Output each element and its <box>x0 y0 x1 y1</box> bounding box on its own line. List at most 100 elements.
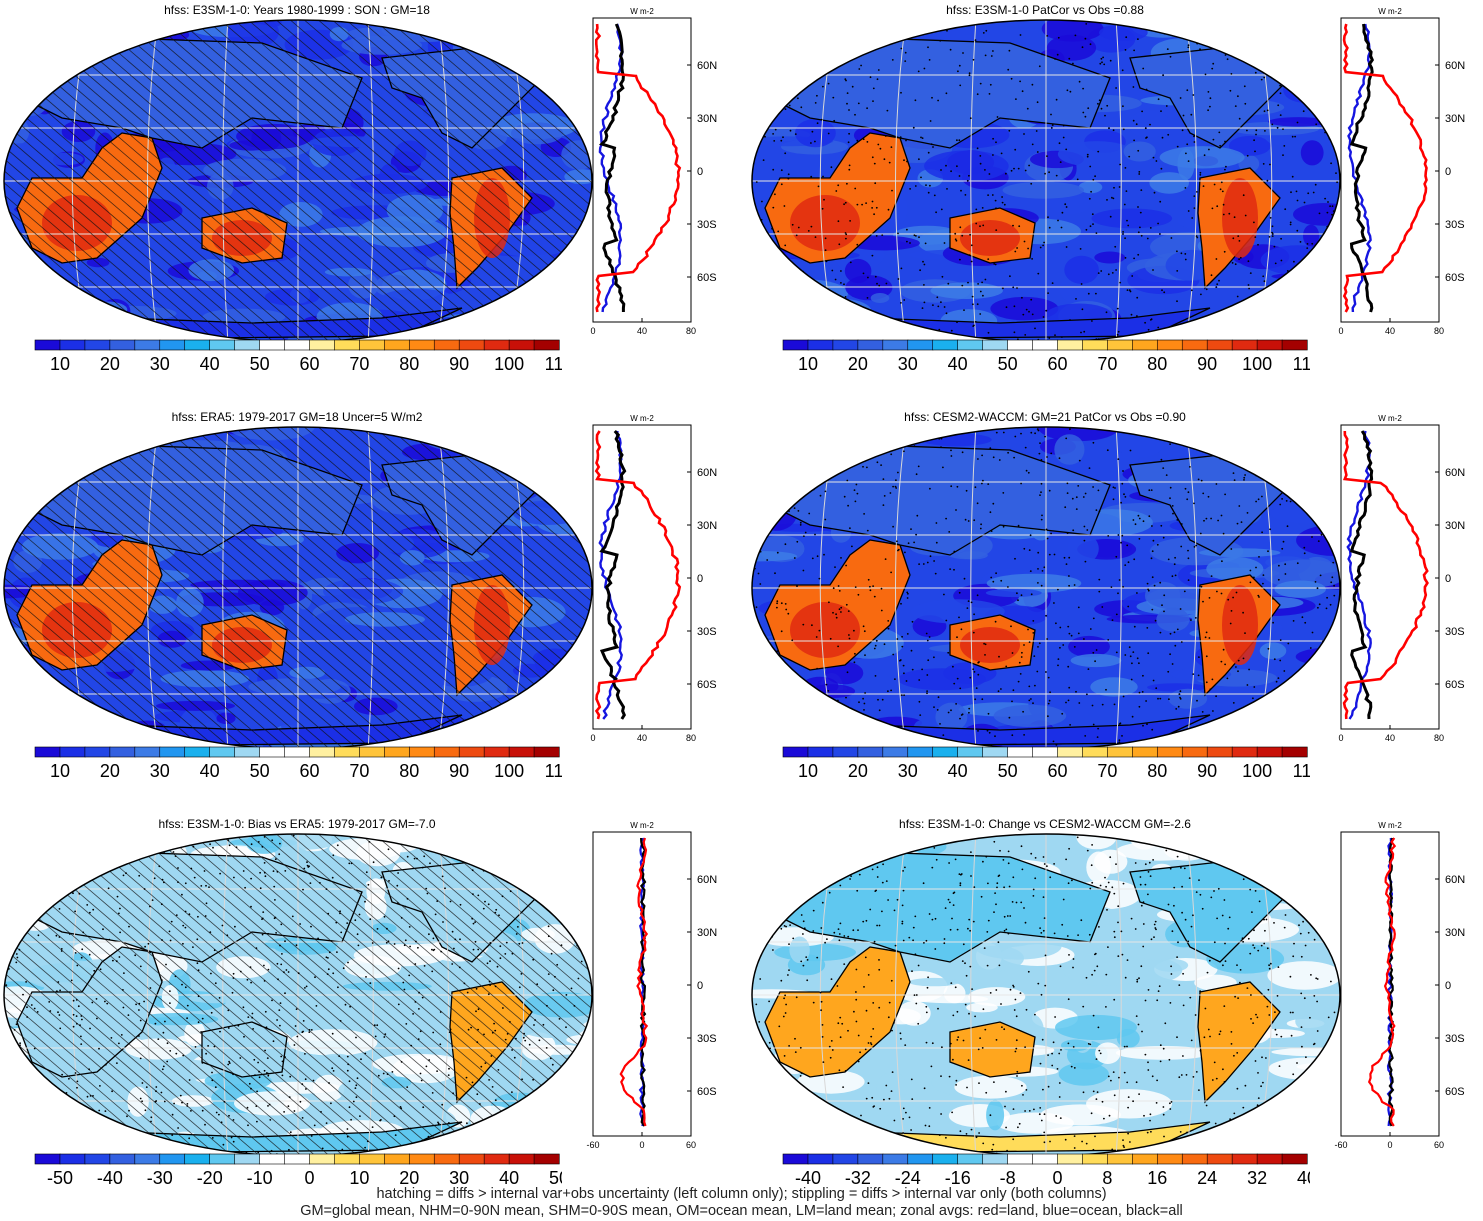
stipple-dot <box>350 862 353 865</box>
stipple-dot <box>440 1140 443 1143</box>
stipple-dot <box>876 282 878 285</box>
stipple-dot <box>1236 295 1239 298</box>
stipple-dot <box>555 1116 558 1119</box>
stipple-dot <box>1117 955 1120 957</box>
stipple-dot <box>1301 333 1304 335</box>
stipple-dot <box>498 1136 500 1139</box>
stipple-dot <box>979 82 982 85</box>
stipple-dot <box>802 623 805 626</box>
stipple-dot <box>992 154 994 156</box>
stipple-dot <box>92 1095 94 1097</box>
field-patch <box>827 1127 879 1155</box>
hatch-line <box>301 834 592 1156</box>
stipple-dot <box>1021 1084 1023 1087</box>
stipple-dot <box>1266 710 1269 713</box>
field-patch <box>1271 1047 1340 1057</box>
stipple-dot <box>816 122 819 125</box>
field-patch <box>752 20 811 38</box>
map-era5 <box>3 426 593 750</box>
stipple-dot <box>78 838 81 841</box>
stipple-dot <box>900 47 903 50</box>
stipple-dot <box>339 910 341 913</box>
stipple-dot <box>1078 80 1081 83</box>
stipple-dot <box>1187 940 1190 943</box>
hotspot <box>790 602 860 658</box>
stipple-dot <box>885 282 888 285</box>
stipple-dot <box>158 865 161 868</box>
zonal-unit: W m-2 <box>630 821 654 830</box>
stipple-dot <box>1171 663 1174 665</box>
stipple-dot <box>1083 638 1085 640</box>
stipple-dot <box>1091 213 1094 216</box>
stipple-dot <box>757 33 760 36</box>
stipple-dot <box>306 864 309 867</box>
stipple-dot <box>1028 549 1031 551</box>
stipple-dot <box>1263 26 1265 29</box>
stipple-dot <box>847 935 850 938</box>
stipple-dot <box>872 1002 875 1004</box>
stipple-dot <box>971 988 973 990</box>
hatch-line <box>4 427 263 749</box>
stipple-dot <box>106 1002 109 1005</box>
stipple-dot <box>1079 248 1082 250</box>
stipple-dot <box>897 278 900 280</box>
stipple-dot <box>755 181 758 183</box>
stipple-dot <box>104 1063 107 1066</box>
stipple-dot <box>784 108 787 110</box>
stipple-dot <box>1187 557 1190 560</box>
stipple-dot <box>1242 194 1245 197</box>
stipple-dot <box>821 1024 824 1026</box>
stipple-dot <box>383 1036 386 1038</box>
stipple-dot <box>1309 900 1312 902</box>
stipple-dot <box>931 918 934 921</box>
stipple-dot <box>348 1080 351 1083</box>
stipple-dot <box>752 669 753 671</box>
stipple-dot <box>768 278 770 281</box>
continent-eurasia <box>759 444 1111 556</box>
stipple-dot <box>1174 644 1177 647</box>
stipple-dot <box>1050 127 1053 129</box>
stipple-dot <box>752 837 754 839</box>
stipple-dot <box>945 164 947 167</box>
stipple-dot <box>1057 588 1059 591</box>
stipple-dot <box>186 1017 189 1020</box>
stipple-dot <box>1201 907 1204 910</box>
stipple-dot <box>775 1078 777 1081</box>
stipple-dot <box>1239 981 1241 984</box>
stipple-dot <box>785 608 788 611</box>
stipple-dot <box>1027 970 1030 973</box>
stipple-dot <box>161 1068 164 1071</box>
lat-label: 0 <box>697 573 703 585</box>
stipple-dot <box>1017 599 1019 602</box>
stipple-dot <box>1284 914 1287 916</box>
stipple-dot <box>1011 652 1014 654</box>
field-patch <box>795 118 836 148</box>
stipple-dot <box>1022 313 1025 316</box>
stipple-dot <box>244 886 247 889</box>
field-patch <box>323 578 404 605</box>
stipple-dot <box>30 1004 33 1006</box>
stipple-dot <box>917 845 919 847</box>
stipple-dot <box>35 1077 38 1080</box>
stipple-dot <box>1085 228 1088 231</box>
stipple-dot <box>981 698 984 701</box>
colorbar-swatch <box>508 339 535 351</box>
stipple-dot <box>339 1020 342 1022</box>
stipple-dot <box>1058 1052 1061 1055</box>
stipple-dot <box>1140 904 1143 907</box>
stipple-dot <box>899 1032 902 1035</box>
colorbar-swatch <box>1007 339 1034 351</box>
stipple-dot <box>33 1007 36 1010</box>
stipple-dot <box>1149 875 1152 877</box>
stipple-dot <box>1262 873 1265 875</box>
stipple-dot <box>428 837 431 839</box>
stipple-dot <box>952 1058 954 1061</box>
stipple-dot <box>897 232 899 235</box>
stipple-dot <box>863 986 865 988</box>
stipple-dot <box>263 836 266 838</box>
stipple-dot <box>252 1028 255 1030</box>
stipple-dot <box>769 1113 771 1116</box>
stipple-dot <box>1253 576 1255 579</box>
stipple-dot <box>1073 1147 1076 1149</box>
stipple-dot <box>962 52 964 54</box>
